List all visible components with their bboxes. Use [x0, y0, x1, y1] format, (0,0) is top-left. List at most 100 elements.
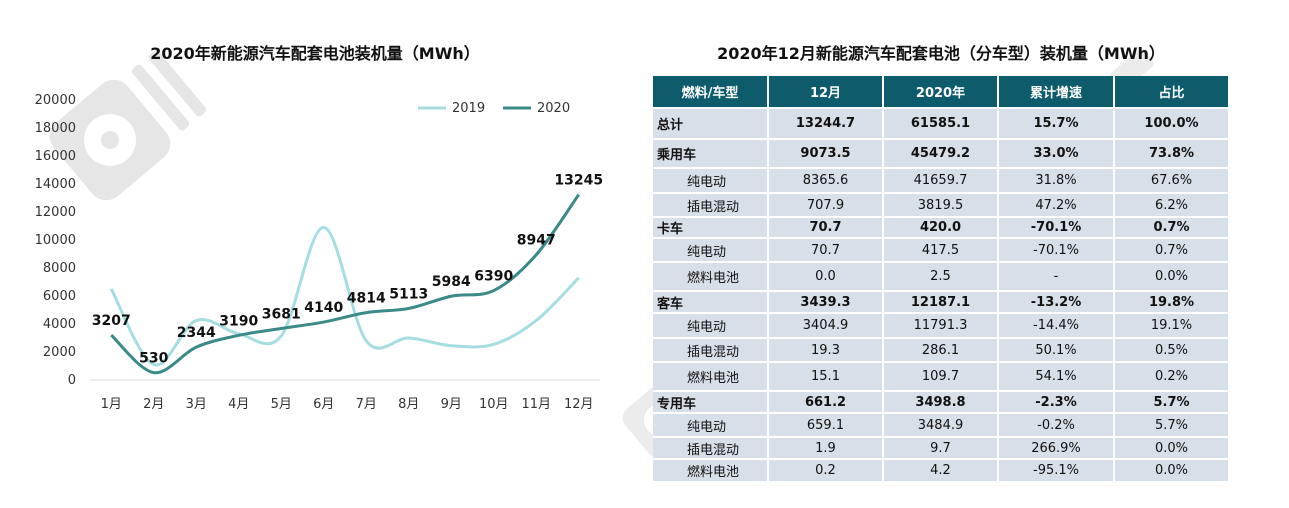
cell-share: 0.5% — [1114, 338, 1230, 363]
data-label: 2344 — [177, 325, 216, 341]
cell-vehicle-type: 乘用车 — [653, 139, 769, 169]
cell-share: 0.2% — [1114, 362, 1230, 392]
cell-share: 19.1% — [1114, 313, 1230, 339]
cell-december: 19.3 — [768, 338, 884, 363]
cell-vehicle-type: 纯电动 — [653, 413, 769, 438]
cell-share: 19.8% — [1114, 291, 1230, 314]
y-tick-label: 14000 — [35, 177, 76, 192]
y-tick-label: 0 — [68, 373, 76, 388]
table-subcategory-row: 燃料电池 15.1 109.7 54.1% 0.2% — [653, 362, 1230, 392]
y-tick-label: 18000 — [35, 121, 76, 136]
cell-vehicle-type: 插电混动 — [653, 437, 769, 460]
cell-year-2020: 420.0 — [883, 217, 999, 239]
data-label: 13245 — [554, 173, 603, 189]
cell-share: 73.8% — [1114, 139, 1230, 169]
header-year-2020: 2020年 — [883, 76, 999, 109]
table-title: 2020年12月新能源汽车配套电池（分车型）装机量（MWh） — [717, 44, 1165, 63]
cell-december: 8365.6 — [768, 168, 884, 194]
cell-vehicle-type: 专用车 — [653, 391, 769, 414]
cell-year-2020: 11791.3 — [883, 313, 999, 339]
cell-cumulative-growth: -2.3% — [998, 391, 1115, 414]
data-label: 5113 — [389, 286, 428, 302]
x-tick-label: 6月 — [313, 397, 334, 412]
header-share: 占比 — [1114, 76, 1230, 109]
x-tick-label: 7月 — [356, 397, 377, 412]
x-tick-label: 8月 — [398, 397, 419, 412]
y-tick-label: 2000 — [43, 345, 76, 360]
y-tick-label: 16000 — [35, 149, 76, 164]
table-subcategory-row: 插电混动 1.9 9.7 266.9% 0.0% — [653, 437, 1230, 460]
y-tick-label: 8000 — [43, 261, 76, 276]
cell-year-2020: 2.5 — [883, 262, 999, 292]
cell-year-2020: 3484.9 — [883, 413, 999, 438]
cell-december: 9073.5 — [768, 139, 884, 169]
data-label: 8947 — [517, 233, 556, 249]
cell-vehicle-type: 燃料电池 — [653, 459, 769, 483]
data-label: 3190 — [219, 313, 258, 329]
cell-share: 0.7% — [1114, 217, 1230, 239]
table-category-row: 乘用车 9073.5 45479.2 33.0% 73.8% — [653, 139, 1230, 169]
x-tick-label: 2月 — [143, 397, 164, 412]
cell-cumulative-growth: -0.2% — [998, 413, 1115, 438]
cell-cumulative-growth: 33.0% — [998, 139, 1115, 169]
table-category-row: 总计 13244.7 61585.1 15.7% 100.0% — [653, 108, 1230, 140]
cell-year-2020: 109.7 — [883, 362, 999, 392]
y-tick-label: 10000 — [35, 233, 76, 248]
cell-share: 5.7% — [1114, 413, 1230, 438]
cell-cumulative-growth: 266.9% — [998, 437, 1115, 460]
cell-december: 70.7 — [768, 238, 884, 263]
cell-vehicle-type: 纯电动 — [653, 238, 769, 263]
table-subcategory-row: 纯电动 659.1 3484.9 -0.2% 5.7% — [653, 413, 1230, 438]
cell-vehicle-type: 客车 — [653, 291, 769, 314]
data-label: 3207 — [92, 313, 131, 329]
series-line-2020 — [110, 193, 580, 375]
cell-year-2020: 3819.5 — [883, 193, 999, 218]
y-tick-label: 4000 — [43, 317, 76, 332]
cell-cumulative-growth: 47.2% — [998, 193, 1115, 218]
header-december: 12月 — [768, 76, 884, 109]
cell-cumulative-growth: -14.4% — [998, 313, 1115, 339]
data-label: 6390 — [474, 269, 513, 285]
legend-label: 2020 — [537, 101, 570, 116]
cell-year-2020: 9.7 — [883, 437, 999, 460]
x-tick-label: 5月 — [271, 397, 292, 412]
cell-share: 100.0% — [1114, 108, 1230, 140]
cell-year-2020: 61585.1 — [883, 108, 999, 140]
x-tick-label: 11月 — [521, 397, 551, 412]
table-subcategory-row: 燃料电池 0.0 2.5-0.0% — [653, 262, 1230, 292]
cell-vehicle-type: 燃料电池 — [653, 362, 769, 392]
cell-share: 0.7% — [1114, 238, 1230, 263]
cell-share: 5.7% — [1114, 391, 1230, 414]
table-category-row: 卡车 70.7 420.0 -70.1% 0.7% — [653, 217, 1230, 239]
header-vehicle-type: 燃料/车型 — [653, 76, 769, 109]
cell-december: 3439.3 — [768, 291, 884, 314]
table-subcategory-row: 纯电动 70.7 417.5 -70.1% 0.7% — [653, 238, 1230, 263]
cell-december: 0.2 — [768, 459, 884, 483]
cell-year-2020: 286.1 — [883, 338, 999, 363]
cell-year-2020: 12187.1 — [883, 291, 999, 314]
cell-vehicle-type: 总计 — [653, 108, 769, 140]
cell-cumulative-growth: -13.2% — [998, 291, 1115, 314]
table-header-row: 燃料/车型 12月 2020年 累计增速 占比 — [653, 76, 1230, 109]
y-tick-label: 20000 — [35, 93, 76, 108]
data-label: 3681 — [262, 306, 301, 322]
cell-december: 661.2 — [768, 391, 884, 414]
table-category-row: 客车 3439.3 12187.1 -13.2% 19.8% — [653, 291, 1230, 314]
header-cumulative-growth: 累计增速 — [998, 76, 1115, 109]
cell-december: 659.1 — [768, 413, 884, 438]
cell-december: 70.7 — [768, 217, 884, 239]
cell-vehicle-type: 插电混动 — [653, 193, 769, 218]
data-label: 5984 — [432, 274, 471, 290]
legend-label: 2019 — [452, 101, 485, 116]
cell-share: 0.0% — [1114, 437, 1230, 460]
data-label: 530 — [139, 351, 168, 367]
cell-year-2020: 4.2 — [883, 459, 999, 483]
cell-year-2020: 41659.7 — [883, 168, 999, 194]
cell-cumulative-growth: -95.1% — [998, 459, 1115, 483]
cell-share: 0.0% — [1114, 459, 1230, 483]
cell-share: 67.6% — [1114, 168, 1230, 194]
cell-vehicle-type: 卡车 — [653, 217, 769, 239]
chart-title: 2020年新能源汽车配套电池装机量（MWh） — [150, 44, 480, 63]
cell-cumulative-growth: -70.1% — [998, 238, 1115, 263]
x-tick-label: 3月 — [186, 397, 207, 412]
